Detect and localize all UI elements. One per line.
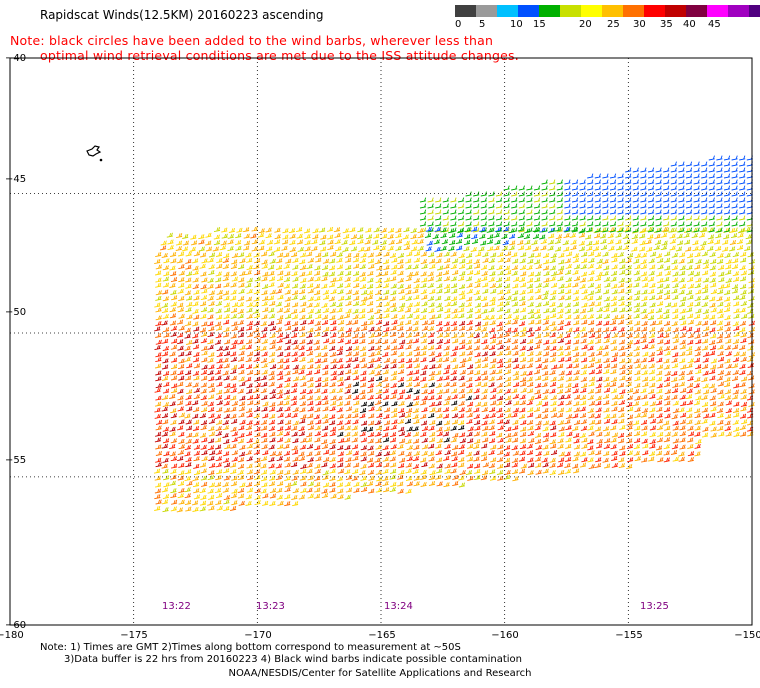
time-labels: 13:22 13:23 13:24 13:25 [162,601,669,612]
legend-swatch [497,5,518,17]
wind-barb-group [419,179,753,251]
legend-swatch [455,5,476,17]
color-legend: 0 5 10 15 20 25 30 35 40 45 [455,5,760,33]
legend-label: 40 [683,19,696,30]
wind-barb-group [153,226,755,512]
lon-label: −155 [615,630,642,641]
credit-line: NOAA/NESDIS/Center for Satellite Applica… [228,668,532,679]
legend-swatch [476,5,497,17]
legend-label: 20 [579,19,592,30]
legend-swatch [686,5,707,17]
legend-label: 30 [633,19,646,30]
legend-label: 45 [708,19,721,30]
lat-label: −40 [5,53,26,64]
legend-swatch [560,5,581,17]
legend-label: 25 [607,19,620,30]
legend-swatch [665,5,686,17]
lat-label: −55 [5,455,26,466]
note-line-1: Note: black circles have been added to t… [10,33,494,48]
map-title: Rapidscat Winds(12.5KM) 20160223 ascendi… [40,8,324,22]
legend-label: 15 [533,19,546,30]
map-grid [10,57,752,626]
legend-swatch [728,5,749,17]
legend-swatch [539,5,560,17]
time-label: 13:22 [162,601,191,612]
lat-label: −50 [5,307,26,318]
lon-label: −165 [368,630,395,641]
latitude-labels: −40 −45 −50 −55 −60 [5,53,26,631]
time-label: 13:25 [640,601,669,612]
legend-swatch [644,5,665,17]
map-frame [9,57,753,626]
longitude-labels: −180 −175 −170 −165 −160 −155 −150 [0,630,760,641]
legend-swatch [623,5,644,17]
lon-label: −150 [734,630,760,641]
lat-label: −60 [5,620,26,631]
wind-barb-group [154,320,603,469]
lon-label: −175 [120,630,147,641]
legend-labels: 0 5 10 15 20 25 30 35 40 45 [455,19,760,33]
lon-label: −160 [491,630,518,641]
wind-barb-group [154,233,755,511]
footer-note-line-1: Note: 1) Times are GMT 2)Times along bot… [40,642,461,653]
footer-note-line-2: 3)Data buffer is 22 hrs from 20160223 4)… [64,654,522,665]
wind-barb-group [155,179,755,513]
legend-swatch [707,5,728,17]
island-marker [86,145,103,162]
lat-label: −45 [5,174,26,185]
note-line-2: optimal wind retrieval conditions are me… [40,48,519,63]
time-label: 13:24 [384,601,413,612]
legend-label: 0 [455,19,462,30]
lon-label: −180 [0,630,24,641]
wind-barb-group [425,155,753,252]
legend-label: 5 [479,19,486,30]
legend-swatch [518,5,539,17]
legend-swatches [455,5,760,17]
legend-label: 10 [510,19,523,30]
wind-barbs [153,155,755,513]
legend-swatch [749,5,760,17]
wind-barb-group [337,376,472,443]
legend-swatch [602,5,623,17]
lon-label: −170 [244,630,271,641]
legend-swatch [581,5,602,17]
legend-label: 35 [660,19,673,30]
time-label: 13:23 [256,601,285,612]
